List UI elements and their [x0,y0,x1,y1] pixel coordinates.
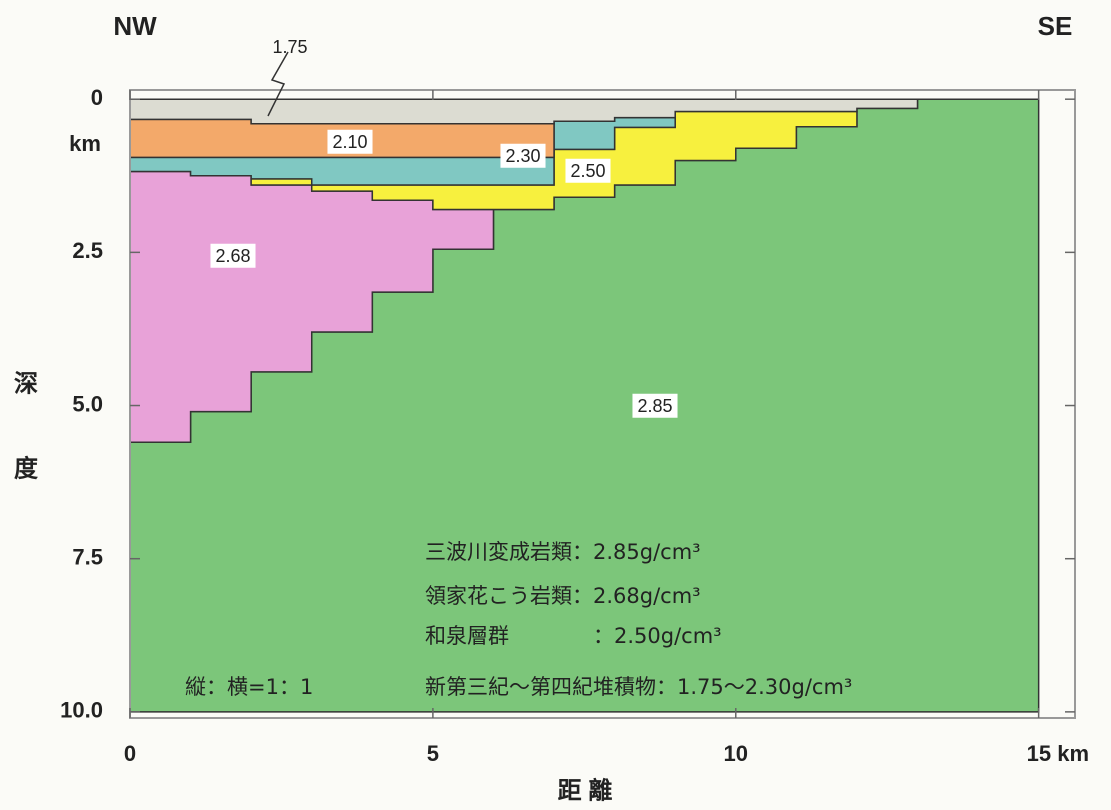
layer-label: 2.68 [215,246,250,266]
y-axis-label: 度 [14,454,39,482]
legend-note: 和泉層群 ：2.50g/cm³ [425,624,722,648]
y-tick-label: 10.0 [60,698,103,723]
legend-note: 領家花こう岩類：2.68g/cm³ [425,584,701,608]
layer-label: 2.85 [637,396,672,416]
legend-note: 三波川変成岩類：2.85g/cm³ [425,540,701,564]
legend-note: 新第三紀～第四紀堆積物：1.75～2.30g/cm³ [425,675,852,699]
x-tick-label: 15 km [1027,741,1089,766]
y-tick-label: 0 [91,85,103,110]
x-axis-label: 距 離 [558,776,613,804]
layer-label: 2.30 [505,146,540,166]
layer-label: 2.50 [570,161,605,181]
y-tick-label: 5.0 [72,391,103,416]
layer-label: 2.10 [332,132,367,152]
left-end-label: NW [113,11,157,41]
y-unit: km [69,131,101,156]
layer-label: 1.75 [272,37,307,57]
scale-note: 縦：横=1：1 [185,675,313,699]
y-axis-label: 深 [14,370,38,397]
chart: NW SE km 深 度 距 離 三波川変成岩類：2.85g/cm³ 領家花こう… [0,0,1111,810]
x-tick-label: 5 [427,741,439,766]
right-end-label: SE [1038,11,1073,41]
layers [130,99,1039,712]
x-tick-label: 0 [124,741,136,766]
y-tick-label: 2.5 [72,238,103,263]
x-tick-label: 10 [724,741,748,766]
y-tick-label: 7.5 [72,545,103,570]
